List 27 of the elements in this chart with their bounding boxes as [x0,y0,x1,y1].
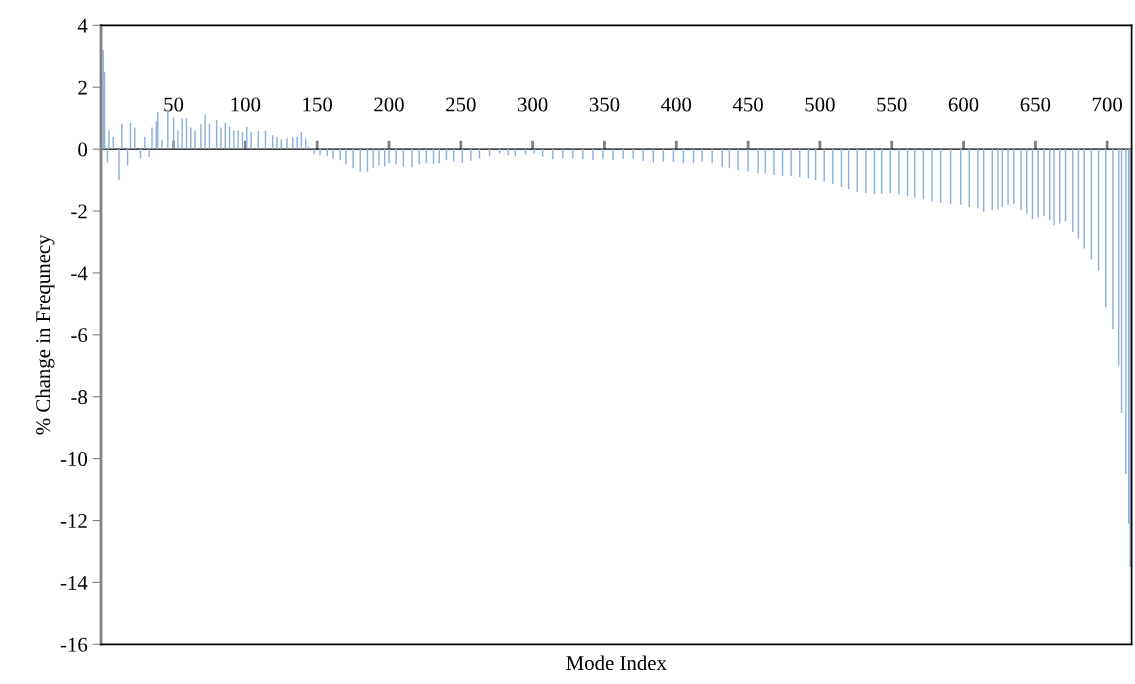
x-axis-title: Mode Index [566,655,667,671]
y-tick-label: -14 [60,575,88,590]
y-tick-label: -12 [60,513,87,528]
x-tick-label: 100 [231,97,261,112]
y-tick-label: 4 [77,18,88,33]
x-tick-label: 400 [661,97,692,112]
y-tick-label: -6 [71,328,88,343]
x-tick-label: 700 [1092,97,1123,112]
y-axis-title: % Change in Frequnecy [35,234,55,435]
x-tick-label: 250 [446,97,476,112]
y-tick-label: -10 [60,452,88,467]
x-tick-label: 200 [374,97,404,112]
x-tick-label: 550 [877,97,907,112]
y-tick-label: 0 [78,142,88,157]
y-tick-label: -2 [71,204,87,219]
x-tick-label: 300 [518,97,548,112]
x-tick-label: 150 [303,97,333,112]
y-tick-label: -8 [71,390,88,405]
y-tick-label: 2 [78,80,87,95]
x-tick-label: 650 [1020,97,1051,112]
y-tick-label: -16 [60,637,88,652]
y-tick-label: -4 [71,266,88,281]
x-tick-label: 350 [589,97,620,112]
x-tick-label: 500 [805,97,835,112]
x-tick-label: 450 [732,97,763,112]
x-tick-label: 50 [164,97,184,112]
x-tick-label: 600 [948,97,979,112]
